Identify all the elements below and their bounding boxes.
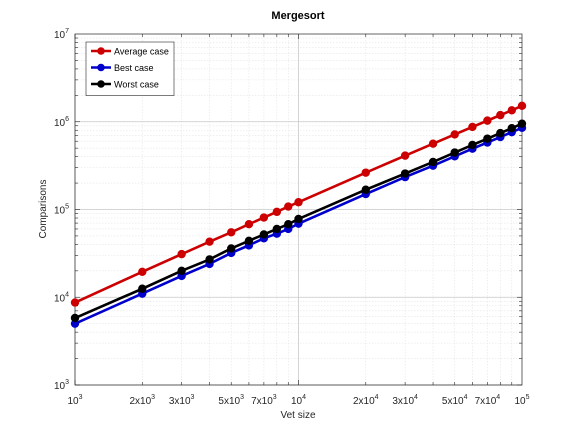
y-tick-label: 106 xyxy=(54,116,69,129)
data-point xyxy=(272,207,282,217)
y-axis-label: Comparisons xyxy=(38,180,49,239)
data-point xyxy=(483,116,492,125)
data-point xyxy=(284,219,293,229)
data-point xyxy=(496,128,505,138)
x-tick-label: 7x104 xyxy=(475,394,501,407)
x-tick-label: 5x103 xyxy=(218,394,244,407)
data-point xyxy=(428,157,438,167)
data-point xyxy=(259,213,269,222)
tick-marks xyxy=(74,34,522,386)
data-point xyxy=(496,110,505,120)
data-point xyxy=(450,148,459,157)
data-point xyxy=(361,168,370,177)
x-tick-label: 105 xyxy=(514,394,529,407)
data-point xyxy=(507,123,516,133)
data-point xyxy=(284,202,293,211)
y-tick-labels: 103 104 105 106 107 xyxy=(54,28,69,392)
data-point xyxy=(227,244,236,253)
series-group xyxy=(70,101,527,328)
data-point xyxy=(244,219,254,229)
x-tick-label: 3x103 xyxy=(169,394,195,407)
data-point xyxy=(517,119,527,128)
data-point xyxy=(70,313,80,323)
x-tick-labels: 103 2x103 3x103 5x103 7x103 104 2x104 3x104 5x10… xyxy=(67,394,529,407)
data-point xyxy=(259,230,269,239)
data-point xyxy=(70,298,80,307)
x-tick-label: 2x104 xyxy=(353,394,379,407)
data-point xyxy=(294,198,303,207)
data-point xyxy=(507,106,516,115)
data-point xyxy=(468,140,477,150)
y-tick-label: 104 xyxy=(54,291,69,304)
x-tick-label: 104 xyxy=(291,394,306,407)
x-tick-label: 5x104 xyxy=(442,394,468,407)
legend-swatch-marker xyxy=(97,80,105,88)
legend-swatch-marker xyxy=(97,63,105,72)
data-point xyxy=(177,249,186,259)
legend-item: Average case xyxy=(91,47,169,57)
data-point xyxy=(227,228,236,237)
legend-label: Worst case xyxy=(114,80,159,90)
data-point xyxy=(428,139,438,148)
y-tick-label: 107 xyxy=(54,28,69,41)
legend: Average case Best case Worst case xyxy=(85,41,175,96)
legend-item: Worst case xyxy=(91,80,159,90)
data-point xyxy=(361,185,370,194)
data-point xyxy=(517,101,527,110)
x-tick-label: 103 xyxy=(67,394,82,407)
series-worst-case xyxy=(70,119,527,323)
x-tick-label: 3x104 xyxy=(392,394,418,407)
data-point xyxy=(450,130,459,139)
x-tick-label: 7x103 xyxy=(251,394,277,407)
data-point xyxy=(177,266,186,276)
data-point xyxy=(138,267,147,276)
legend-label: Average case xyxy=(114,47,169,57)
data-point xyxy=(294,214,303,224)
legend-label: Best case xyxy=(114,63,154,73)
data-point xyxy=(205,255,214,264)
data-point xyxy=(468,122,477,132)
y-tick-label: 105 xyxy=(54,204,69,217)
data-point xyxy=(483,134,492,143)
chart-title: Mergesort xyxy=(271,10,325,22)
data-point xyxy=(400,169,410,178)
data-point xyxy=(400,151,410,160)
x-tick-label: 2x103 xyxy=(129,394,155,407)
x-axis-label: Vet size xyxy=(280,410,315,421)
legend-item: Best case xyxy=(91,63,154,73)
data-point xyxy=(138,284,147,293)
series-average-case xyxy=(70,101,527,307)
data-point xyxy=(272,224,282,234)
legend-swatch-marker xyxy=(97,47,105,55)
data-point xyxy=(205,237,214,246)
data-point xyxy=(244,236,254,245)
y-tick-label: 103 xyxy=(54,379,69,392)
